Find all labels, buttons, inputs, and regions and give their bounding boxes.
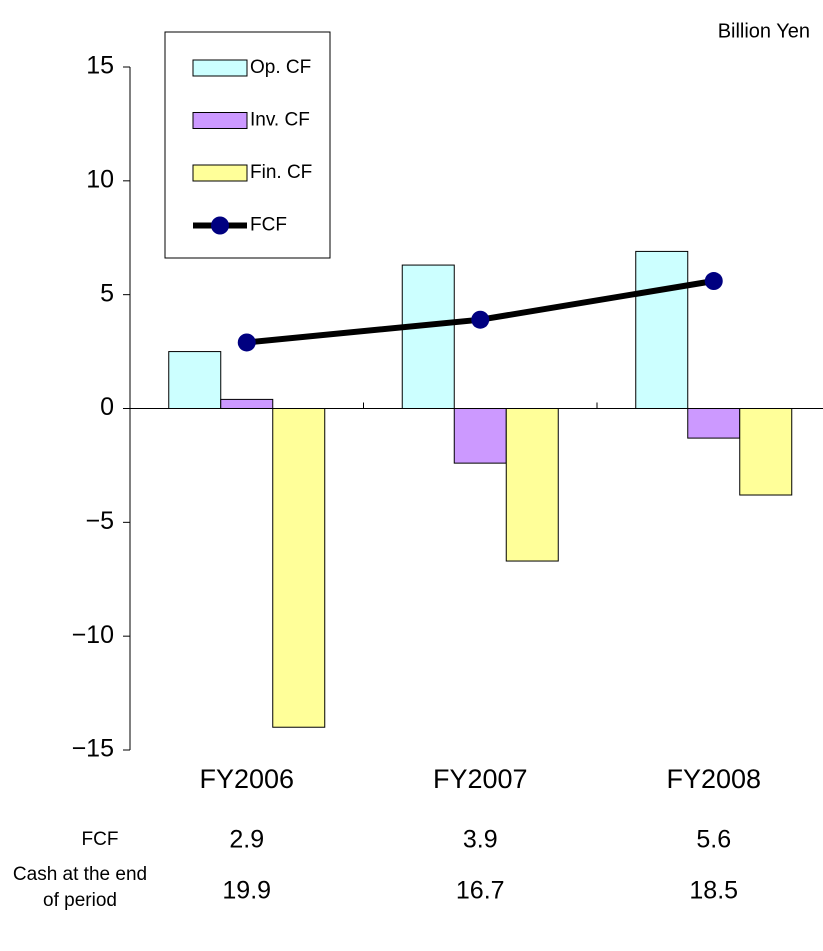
y-tick-label: 15 xyxy=(86,52,114,80)
table-row-label: FCF xyxy=(81,829,119,850)
legend-label: Inv. CF xyxy=(250,110,310,131)
y-tick-label: −10 xyxy=(72,621,114,649)
table-cell: 2.9 xyxy=(229,826,264,854)
y-tick-label: 5 xyxy=(100,279,114,307)
table-cell: 16.7 xyxy=(456,877,505,905)
bar xyxy=(453,408,507,464)
legend-swatch xyxy=(192,59,248,77)
x-tick-label: FY2006 xyxy=(199,764,294,794)
bar xyxy=(272,408,326,728)
fcf-marker xyxy=(704,272,723,291)
table-cell: 3.9 xyxy=(463,826,498,854)
legend-swatch xyxy=(192,112,248,129)
x-tick-label: FY2008 xyxy=(666,764,761,794)
y-tick-label: −15 xyxy=(72,735,114,763)
legend-marker xyxy=(211,216,229,235)
table-cell: 5.6 xyxy=(696,826,731,854)
legend-label: Op. CF xyxy=(250,57,311,78)
bar xyxy=(220,398,274,410)
y-tick-label: 0 xyxy=(100,393,114,421)
table-cell: 18.5 xyxy=(689,877,738,905)
table-cell: 19.9 xyxy=(222,877,271,905)
bar xyxy=(635,250,689,409)
legend-label: Fin. CF xyxy=(250,162,312,183)
bar xyxy=(739,408,793,496)
y-tick-label: 10 xyxy=(86,165,114,193)
bar xyxy=(687,408,741,439)
legend-swatch xyxy=(192,164,248,182)
unit-label: Billion Yen xyxy=(718,20,810,42)
fcf-marker xyxy=(471,310,490,329)
bar xyxy=(401,264,455,409)
y-tick-label: −5 xyxy=(85,507,114,535)
bar xyxy=(168,351,222,410)
fcf-marker xyxy=(237,333,256,352)
legend-label: FCF xyxy=(250,215,287,236)
bar xyxy=(505,408,559,562)
table-row-label: Cash at the end of period xyxy=(12,864,148,911)
x-tick-label: FY2007 xyxy=(433,764,528,794)
